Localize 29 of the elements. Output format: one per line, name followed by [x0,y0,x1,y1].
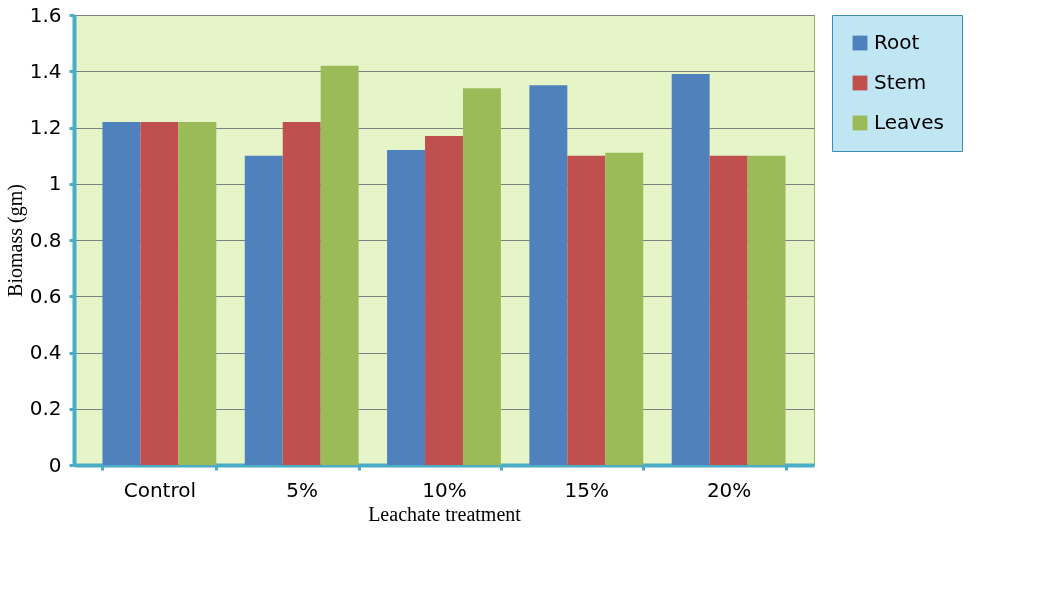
y-tick-label: 1 [48,171,62,196]
bar [567,155,606,465]
y-tick-label: 0.2 [29,396,62,421]
bar [529,85,568,465]
legend-label: Leaves [874,110,944,134]
x-tick-label: 20% [706,477,752,502]
bar [709,155,748,465]
x-tick-label: 5% [286,477,319,502]
bar [425,135,463,465]
y-tick-label: 1.4 [29,58,62,83]
y-tick-label: 0.4 [29,340,62,364]
y-axis-title: Biomass (gm) [3,184,27,297]
y-tick-label: 1.6 [29,2,62,27]
x-tick-label: Control [123,477,197,502]
y-tick-label: 1.2 [29,115,62,139]
bar [102,121,141,465]
bar [387,150,426,465]
x-axis-title: Leachate treatment [368,502,522,525]
y-tick-label: 0.8 [29,227,62,252]
y-tick-label: 0.6 [29,283,62,308]
x-tick-label: 10% [422,477,467,502]
x-tick-label: 15% [564,477,610,502]
bar [244,155,283,465]
legend-label: Root [874,30,920,54]
bar [140,121,179,465]
legend-label: Stem [874,70,927,94]
y-tick-label: 0 [48,452,62,477]
bar [671,74,710,465]
bar [282,121,321,465]
